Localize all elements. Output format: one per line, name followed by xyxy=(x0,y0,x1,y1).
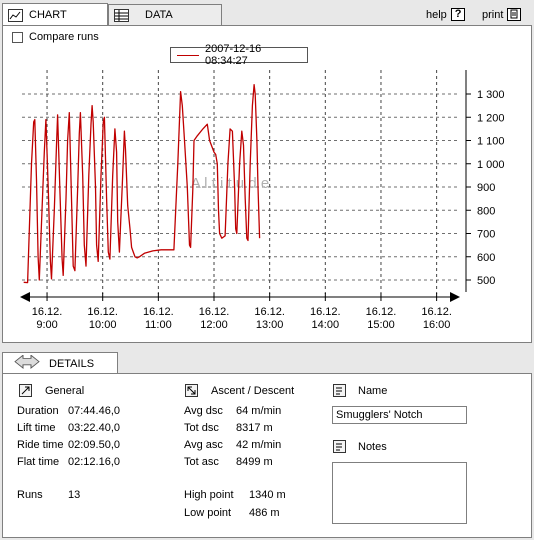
help-button[interactable]: help ? xyxy=(426,8,465,21)
x-tick-date: 16.12. xyxy=(87,306,118,318)
name-header: Name xyxy=(333,384,387,397)
y-tick-label: 1 300 xyxy=(477,89,505,101)
altitude-series-line xyxy=(23,84,261,284)
x-tick-time: 14:00 xyxy=(312,319,340,331)
x-tick-time: 13:00 xyxy=(256,319,284,331)
flat-time-label: Flat time xyxy=(17,456,60,468)
tot-dsc-value: 8317 m xyxy=(236,422,273,434)
general-title: General xyxy=(45,384,85,397)
clock-icon xyxy=(19,384,32,397)
tab-details-label: DETAILS xyxy=(49,358,95,370)
runs-label: Runs xyxy=(17,489,43,501)
arrows-icon xyxy=(14,355,40,369)
y-tick-label: 1 200 xyxy=(477,112,505,124)
notes-textarea[interactable] xyxy=(332,462,467,524)
tab-bar: CHART DATA help ? print xyxy=(0,0,534,26)
x-tick-date: 16.12. xyxy=(199,306,230,318)
ascent-icon xyxy=(185,384,198,397)
x-tick-time: 16:00 xyxy=(423,319,451,331)
y-tick-label: 800 xyxy=(477,205,495,217)
low-point-label: Low point xyxy=(184,507,232,519)
tab-details[interactable]: DETAILS xyxy=(2,352,118,374)
high-point-label: High point xyxy=(184,489,234,501)
compare-runs-label: Compare runs xyxy=(29,31,99,43)
tab-chart[interactable]: CHART xyxy=(2,3,108,26)
tot-dsc-label: Tot dsc xyxy=(184,422,219,434)
table-icon xyxy=(114,8,129,22)
y-tick-label: 1 000 xyxy=(477,159,505,171)
y-tick-label: 600 xyxy=(477,252,495,264)
x-tick-date: 16.12. xyxy=(254,306,285,318)
high-point-value: 1340 m xyxy=(249,489,286,501)
notes-icon xyxy=(333,440,346,453)
compare-runs-checkbox[interactable] xyxy=(12,32,23,43)
chart-icon xyxy=(8,8,23,22)
legend-label: 2007-12-16 08:34:27 xyxy=(204,43,262,67)
chart-series xyxy=(23,84,261,284)
name-input[interactable] xyxy=(332,406,467,424)
tab-chart-label: CHART xyxy=(29,9,67,21)
chart-legend: 2007-12-16 08:34:27 xyxy=(170,43,308,67)
notes-header: Notes xyxy=(333,440,387,453)
print-icon xyxy=(507,8,522,21)
name-title: Name xyxy=(358,384,388,397)
ride-time-value: 02:09.50,0 xyxy=(68,439,120,451)
low-point-value: 486 m xyxy=(249,507,280,519)
x-tick-time: 11:00 xyxy=(145,319,172,331)
help-label: help xyxy=(426,8,447,21)
runs-value: 13 xyxy=(68,489,81,501)
print-label: print xyxy=(482,8,504,21)
y-tick-label: 1 100 xyxy=(477,136,505,148)
x-tick-date: 16.12. xyxy=(32,306,63,318)
general-header: General xyxy=(19,384,84,397)
tot-asc-value: 8499 m xyxy=(236,456,273,468)
scroll-right-arrow-icon[interactable] xyxy=(450,292,460,302)
lift-time-value: 03:22.40,0 xyxy=(68,422,120,434)
y-tick-label: 700 xyxy=(477,229,495,241)
x-axis: 16.12.9:0016.12.10:0016.12.11:0016.12.12… xyxy=(20,292,460,331)
tab-data[interactable]: DATA xyxy=(108,4,222,25)
avg-asc-label: Avg asc xyxy=(184,439,223,451)
legend-swatch xyxy=(177,54,199,56)
lift-time-label: Lift time xyxy=(17,422,56,434)
tab-data-label: DATA xyxy=(145,9,173,21)
ascent-descent-header: Ascent / Descent xyxy=(185,384,294,397)
ride-time-label: Ride time xyxy=(17,439,64,451)
avg-asc-value: 42 m/min xyxy=(236,439,282,451)
avg-dsc-label: Avg dsc xyxy=(184,405,223,417)
duration-label: Duration xyxy=(17,405,59,417)
duration-value: 07:44.46,0 xyxy=(68,405,120,417)
ascent-descent-title: Ascent / Descent xyxy=(211,384,295,397)
tot-asc-label: Tot asc xyxy=(184,456,219,468)
x-tick-date: 16.12. xyxy=(310,306,341,318)
avg-dsc-value: 64 m/min xyxy=(236,405,282,417)
print-button[interactable]: print xyxy=(482,8,522,21)
flat-time-value: 02:12.16,0 xyxy=(68,456,120,468)
x-tick-date: 16.12. xyxy=(421,306,452,318)
help-icon: ? xyxy=(450,8,465,21)
x-tick-time: 12:00 xyxy=(200,319,228,331)
x-tick-time: 15:00 xyxy=(367,319,395,331)
edit-icon xyxy=(333,384,346,397)
y-tick-label: 900 xyxy=(477,182,495,194)
x-tick-date: 16.12. xyxy=(143,306,174,318)
x-tick-time: 10:00 xyxy=(89,319,117,331)
y-tick-label: 500 xyxy=(477,275,495,287)
x-tick-date: 16.12. xyxy=(366,306,397,318)
x-tick-time: 9:00 xyxy=(36,319,57,331)
y-axis: 500 600 700 800 900 1 000 1 100 1 200 1 300 xyxy=(465,70,505,292)
chart-panel xyxy=(2,25,532,343)
notes-title: Notes xyxy=(358,440,387,453)
scroll-left-arrow-icon[interactable] xyxy=(20,292,30,302)
